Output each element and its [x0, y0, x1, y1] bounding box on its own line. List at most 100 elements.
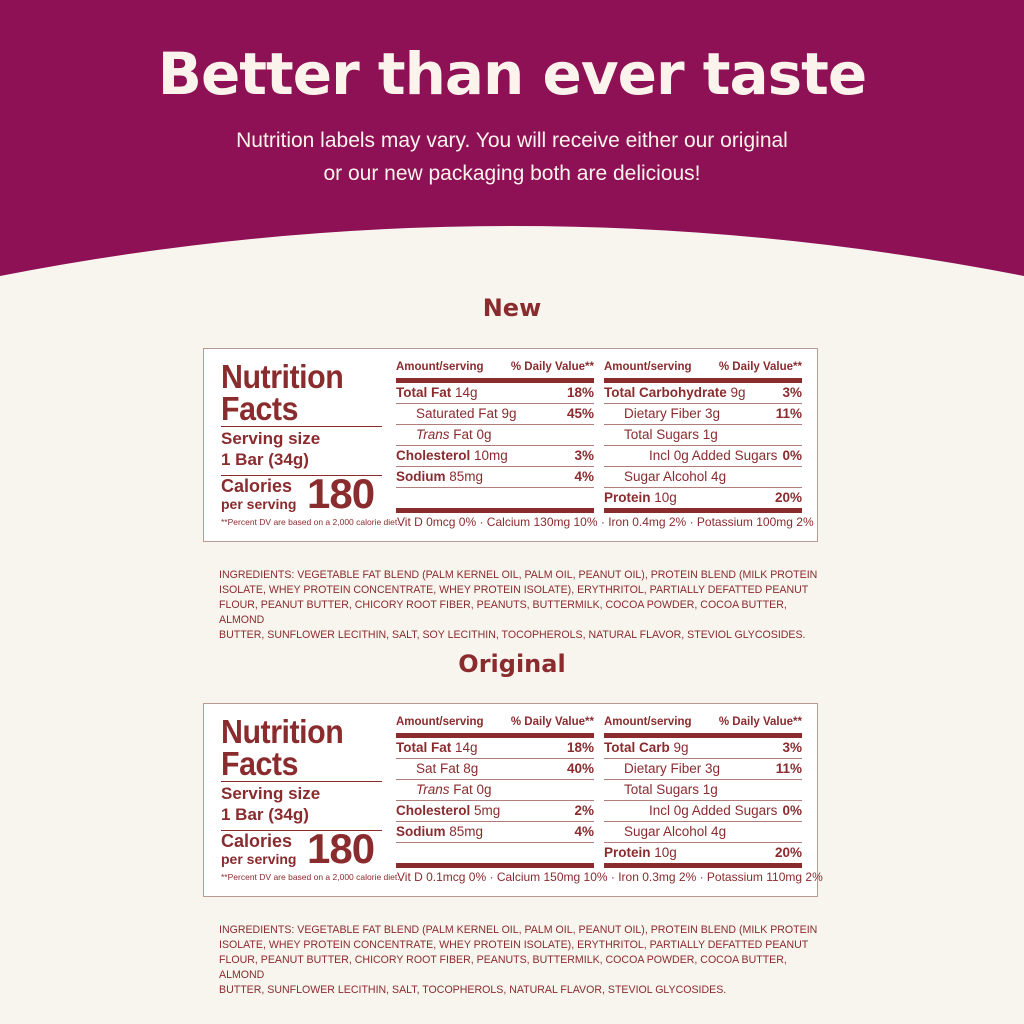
serving-value: 1 Bar (34g) — [221, 450, 309, 469]
nutrient-name: Total Fat 14g — [396, 383, 478, 403]
nutrient-row: Cholesterol 5mg 2% — [396, 801, 594, 822]
nutrient-amount: 9g — [669, 740, 689, 755]
subtitle-line: or our new packaging both are delicious! — [323, 162, 701, 185]
nutrient-row: Sodium 85mg 4% — [396, 467, 594, 488]
nutrient-bold: Cholesterol — [396, 803, 471, 818]
subtitle-line: Nutrition labels may vary. You will rece… — [236, 129, 788, 152]
nutrient-row: Saturated Fat 9g 45% — [396, 404, 594, 425]
daily-value: 4% — [574, 824, 594, 839]
calories-text: Calories — [221, 476, 293, 496]
daily-value: 0% — [782, 803, 802, 818]
title-line: Facts — [221, 745, 299, 782]
nutrient-amount: Total Sugars 1g — [624, 782, 718, 797]
nutrient-amount: Incl 0g Added Sugars — [649, 803, 778, 818]
nutrient-column-left: Amount/serving % Daily Value** Total Fat … — [396, 361, 594, 513]
nutrient-column-left: Amount/serving % Daily Value** Total Fat … — [396, 716, 594, 868]
nutrient-name: Incl 0g Added Sugars — [604, 446, 777, 466]
title-line: Nutrition — [221, 358, 344, 395]
nutrient-row: Sat Fat 8g 40% — [396, 759, 594, 780]
nutrient-bold: Sodium — [396, 824, 446, 839]
dv-header: % Daily Value** — [510, 716, 594, 728]
nutrient-row: Dietary Fiber 3g 11% — [604, 759, 802, 780]
nutrient-name: Total Carb 9g — [604, 738, 689, 758]
nutrient-name: Sodium 85mg — [396, 467, 483, 487]
nutrient-name: Saturated Fat 9g — [396, 404, 517, 424]
thick-rule — [396, 733, 594, 738]
nutrient-row — [396, 488, 594, 508]
calories-text: Calories — [221, 831, 293, 851]
daily-value: 45% — [566, 406, 594, 421]
calories-sub: per serving — [221, 851, 297, 867]
nutrient-row: Trans Fat 0g — [396, 780, 594, 801]
rule — [221, 475, 382, 476]
nutrient-italic: Trans — [416, 782, 450, 797]
daily-value: 2% — [574, 803, 594, 818]
ingredients-line: INGREDIENTS: VEGETABLE FAT BLEND (PALM K… — [219, 569, 818, 581]
nutrient-bold: Total Fat — [396, 740, 452, 755]
calories-value: 180 — [307, 470, 375, 517]
daily-value: 4% — [574, 469, 594, 484]
serving-label: Serving size — [221, 429, 321, 448]
nutrient-amount: 10g — [650, 490, 677, 505]
nutrient-amount: Sugar Alcohol 4g — [624, 824, 727, 839]
nutrient-name: Sodium 85mg — [396, 822, 483, 842]
thick-rule — [396, 378, 594, 383]
nutrient-row: Protein 10g 20% — [604, 843, 802, 863]
nutrient-amount: Sugar Alcohol 4g — [624, 469, 727, 484]
nutrient-amount: 9g — [726, 385, 746, 400]
daily-value: 20% — [774, 490, 802, 505]
subtitle: Nutrition labels may vary. You will rece… — [0, 124, 1024, 190]
nutrient-row: Dietary Fiber 3g 11% — [604, 404, 802, 425]
nutrient-amount: 5mg — [470, 803, 501, 818]
nutrient-amount: Fat 0g — [449, 782, 492, 797]
nutrient-name: Sat Fat 8g — [396, 759, 478, 779]
ingredients: INGREDIENTS: VEGETABLE FAT BLEND (PALM K… — [219, 923, 819, 998]
nutrient-column-right: Amount/serving % Daily Value** Total Carb… — [604, 361, 802, 513]
footnote: **Percent DV are based on a 2,000 calori… — [221, 517, 400, 527]
nutrient-amount: Fat 0g — [449, 427, 492, 442]
daily-value: 11% — [775, 406, 802, 421]
nutrition-facts-label: Nutrition Facts Serving size 1 Bar (34g) C… — [203, 348, 818, 542]
nutrient-amount: Dietary Fiber 3g — [624, 406, 721, 421]
nutrient-amount: Total Sugars 1g — [624, 427, 718, 442]
nutrient-name: Dietary Fiber 3g — [604, 759, 720, 779]
nutrition-facts-label: Nutrition Facts Serving size 1 Bar (34g) C… — [203, 703, 823, 897]
ingredients-line: ISOLATE, WHEY PROTEIN CONCENTRATE, WHEY … — [219, 939, 809, 951]
nutrient-row: Incl 0g Added Sugars 0% — [604, 446, 802, 467]
daily-value: 3% — [574, 448, 594, 463]
dv-header: % Daily Value** — [718, 716, 802, 728]
thick-rule — [604, 378, 802, 383]
nutrient-row: Total Sugars 1g — [604, 425, 802, 446]
nutrient-row: Total Carbohydrate 9g 3% — [604, 383, 802, 404]
nutrient-amount: Incl 0g Added Sugars — [649, 448, 778, 463]
daily-value: 18% — [566, 385, 594, 400]
nutrient-name: Dietary Fiber 3g — [604, 404, 720, 424]
section-title: Original — [458, 650, 566, 678]
ingredients-line: ISOLATE, WHEY PROTEIN CONCENTRATE, WHEY … — [219, 584, 809, 596]
nutrient-bold: Total Carbohydrate — [604, 385, 727, 400]
nutrient-name: Sugar Alcohol 4g — [604, 467, 726, 487]
amount-header: Amount/serving — [396, 361, 484, 373]
nutrient-bold: Total Fat — [396, 385, 452, 400]
rule — [221, 781, 382, 782]
serving-size: Serving size 1 Bar (34g) — [221, 783, 320, 825]
daily-value: 11% — [775, 761, 802, 776]
nutrient-bold: Cholesterol — [396, 448, 471, 463]
nutrient-row: Trans Fat 0g — [396, 425, 594, 446]
footnote: **Percent DV are based on a 2,000 calori… — [221, 872, 400, 882]
daily-value: 20% — [774, 845, 802, 860]
nutrient-row: Cholesterol 10mg 3% — [396, 446, 594, 467]
nutrition-facts-title: Nutrition Facts — [221, 358, 344, 427]
rule — [221, 426, 382, 427]
nutrient-column-right: Amount/serving % Daily Value** Total Carb… — [604, 716, 802, 868]
column-header: Amount/serving % Daily Value** — [396, 716, 594, 733]
thick-rule — [396, 863, 594, 868]
dv-header: % Daily Value** — [718, 361, 802, 373]
nutrient-row — [396, 843, 594, 863]
amount-header: Amount/serving — [604, 716, 692, 728]
title-line: Facts — [221, 390, 299, 427]
section-title: New — [482, 294, 542, 322]
nutrient-name: Total Sugars 1g — [604, 780, 718, 800]
nutrient-row: Sugar Alcohol 4g — [604, 822, 802, 843]
nutrient-amount: Sat Fat 8g — [416, 761, 479, 776]
